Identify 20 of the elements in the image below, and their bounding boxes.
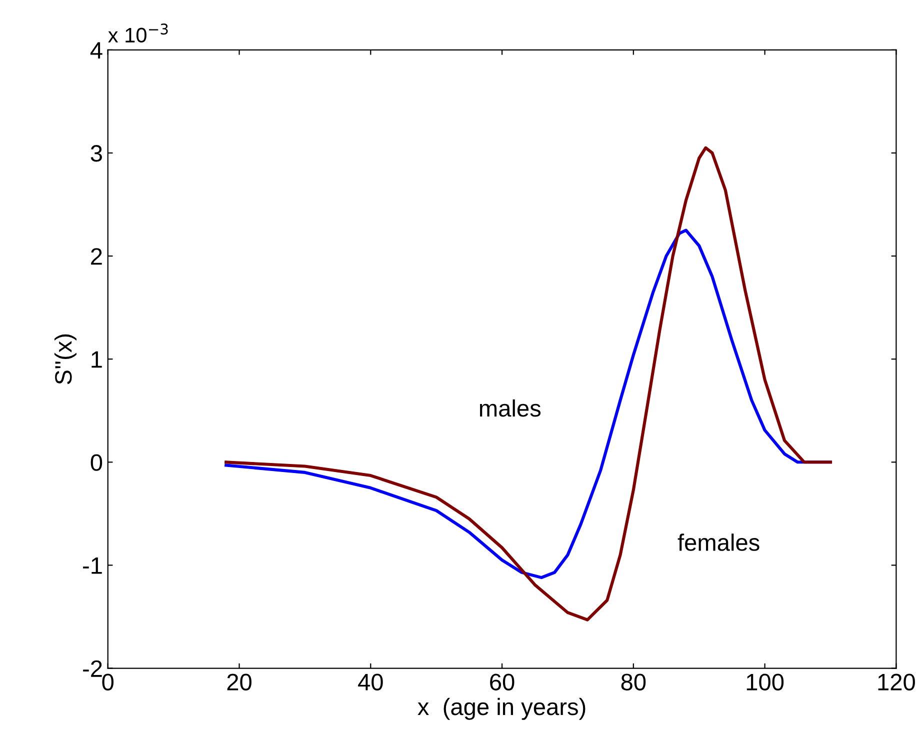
x-axis-title: x (age in years) xyxy=(418,698,586,720)
x-tick-label: 40 xyxy=(358,674,383,690)
y-tick-label: 1 xyxy=(92,351,102,368)
x-tick-label: 80 xyxy=(621,674,646,690)
y-tick-label: 4 xyxy=(90,42,102,58)
y-tick-label: 0 xyxy=(90,454,102,471)
x-tick-label: 20 xyxy=(227,674,252,690)
y-tick-label: 2 xyxy=(91,248,102,265)
y-tick-label: 3 xyxy=(90,145,102,162)
y-tick-label: -1 xyxy=(83,558,102,574)
x-tick-label: 0 xyxy=(102,674,114,690)
x-tick-label: 100 xyxy=(746,674,784,690)
text: x 10$^{−3}$ xyxy=(108,24,168,43)
y-tick-label: -2 xyxy=(83,660,102,677)
annotation: males xyxy=(480,399,541,417)
annotation: females xyxy=(678,534,760,551)
y-axis-title: S''(x) xyxy=(54,334,76,384)
x-tick-label: 60 xyxy=(490,674,514,690)
x-tick-label: 120 xyxy=(878,674,915,690)
line-series xyxy=(224,146,832,622)
